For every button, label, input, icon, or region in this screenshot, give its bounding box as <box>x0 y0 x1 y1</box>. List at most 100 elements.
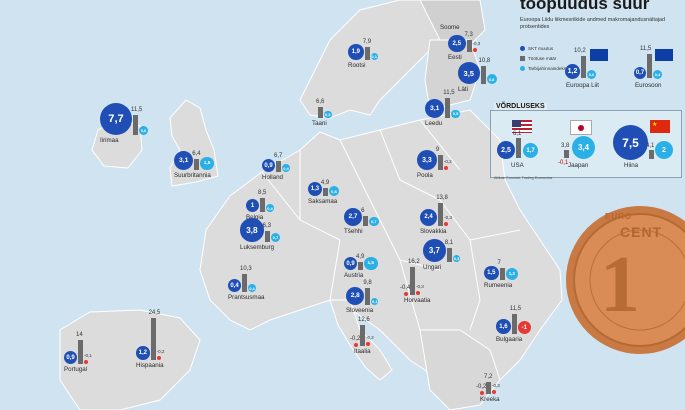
japan-label: Jaapan <box>568 162 589 169</box>
country-hispaania-unemp-value: 24,5 <box>148 310 161 317</box>
legend-unemp-label: Töötuse määr <box>528 56 557 61</box>
eurozone-label: Eurosoon <box>635 82 662 89</box>
country-rootsi-unemp-value: 7,9 <box>362 38 372 45</box>
country-bulgaaria-label: Bulgaaria <box>496 336 523 343</box>
country-suurbritannia-gdp-bubble: 3,1 <box>174 150 194 170</box>
country-portugal-cpi-dot <box>84 360 88 364</box>
country-luksemburg-unemp-value: 6,3 <box>262 223 272 230</box>
japan-unemp-bar <box>564 150 569 158</box>
country-slovakkia-cpi-value: -0,3 <box>444 215 452 220</box>
coin-value: 1 <box>600 241 640 329</box>
country-ungari-gdp-bubble: 3,7 <box>423 239 446 262</box>
country-luksemburg-gdp-bubble: 3,8 <box>240 218 264 242</box>
eurozone-unemp-value: 11,5 <box>640 46 652 52</box>
country-horvaatia-unemp-bar <box>410 267 415 295</box>
country-hispaania-label: Hispaania <box>136 362 164 369</box>
country-poola-cpi-value: -0,2 <box>443 159 452 164</box>
country-horvaatia-cpi-dot <box>416 291 420 295</box>
country-hispaania-cpi-dot <box>156 356 161 360</box>
country-bulgaaria-gdp-bubble: 1,6 <box>496 319 511 334</box>
eurozone-unemp-bar <box>647 54 652 78</box>
country-austria-unemp-bar <box>358 261 363 270</box>
usa-flag-icon <box>512 120 532 133</box>
country-t-ehhi-label: Tšehhi <box>344 228 363 235</box>
japan-cpi-bubble: 3,4 <box>572 136 595 159</box>
country-belgia-label: Belgia <box>246 214 263 221</box>
country-prantsusmaa-cpi-bubble: 0,4 <box>248 284 256 292</box>
country-horvaatia-unemp-value: 16,2 <box>408 259 420 266</box>
country-itaalia-unemp-bar <box>360 324 365 346</box>
country-horvaatia-label: Horvaatia <box>404 297 431 304</box>
source-note: Allikas: Eurostat, Trading Economics <box>494 176 553 180</box>
country-austria-gdp-bubble: 0,9 <box>344 257 357 270</box>
country-austria-cpi-bubble: 1,5 <box>364 256 378 270</box>
country-suurbritannia-unemp-value: 6,4 <box>192 151 201 158</box>
country-portugal-unemp-bar <box>78 340 83 364</box>
country-sloveenia-unemp-bar <box>365 288 371 305</box>
country-saksamaa-cpi-bubble: 0,8 <box>328 186 339 196</box>
china-flag-icon: ★ <box>650 120 670 133</box>
country-suurbritannia-cpi-bubble: 1,5 <box>200 156 214 170</box>
country-rootsi-unemp-bar <box>364 46 370 60</box>
country-sloveenia-cpi-bubble: 0,1 <box>371 298 379 305</box>
country-iirimaa-unemp-value: 11,5 <box>131 107 143 114</box>
country-leedu-label: Leedu <box>425 120 443 127</box>
country-rumeenia-unemp-bar <box>499 268 505 280</box>
country-itaalia-gdp-dot <box>354 343 358 347</box>
eu-flag-icon <box>590 49 608 61</box>
country-saksamaa-gdp-bubble: 1,3 <box>308 182 322 196</box>
legend-cpi-swatch <box>520 66 525 71</box>
country-bulgaaria-unemp-bar <box>511 314 517 334</box>
country-itaalia-cpi-dot <box>366 342 370 346</box>
country-portugal-gdp-bubble: 0,9 <box>64 351 77 364</box>
country-slovakkia-cpi-dot <box>444 222 449 226</box>
usa-cpi-bubble: 1,7 <box>523 143 538 158</box>
eurozone-cpi-bubble: 0,4 <box>653 70 662 79</box>
china-unemp-value: 4,1 <box>646 143 655 149</box>
country-iirimaa-unemp-bar <box>133 115 138 135</box>
iberia-shape <box>59 309 201 410</box>
country-soome-label: Soome <box>440 24 460 31</box>
country-slovakkia-unemp-value: 13,8 <box>436 194 448 201</box>
country-sloveenia-gdp-bubble: 2,8 <box>346 286 365 305</box>
country-sloveenia-label: Sloveenia <box>346 307 374 314</box>
country-belgia-unemp-value: 8,5 <box>258 189 267 196</box>
country-kreeka-unemp-value: 7,2 <box>484 373 493 380</box>
country-slovakkia-unemp-bar <box>438 202 444 226</box>
country-eesti-unemp-bar <box>466 39 472 52</box>
country-sloveenia-unemp-value: 9,8 <box>363 280 372 287</box>
country-borders <box>261 119 521 331</box>
japan-gdp-value: -0,1 <box>558 160 569 166</box>
country-poola-unemp-value: 9 <box>435 146 440 153</box>
scandinavia-shape <box>299 0 471 119</box>
japan-unemp-value: 3,8 <box>561 143 570 149</box>
country-iirimaa-gdp-bubble: 7,7 <box>100 103 132 135</box>
page-title: toopuudus suur <box>520 0 650 13</box>
country-rumeenia-label: Rumeenia <box>484 282 513 289</box>
coin-ring <box>589 229 685 331</box>
country-kreeka-label: Kreeka <box>480 396 500 403</box>
country-luksemburg-cpi-bubble: 0,7 <box>270 232 281 242</box>
china-unemp-bar <box>649 150 654 159</box>
country-holland-unemp-bar <box>276 160 281 172</box>
country-rumeenia-cpi-bubble: 1,3 <box>505 267 518 280</box>
page-subtitle: Euroopa Liidu liikmesriikide andmed makr… <box>520 17 666 31</box>
country-hispaania-unemp-bar <box>150 318 156 360</box>
coin-face <box>573 213 685 347</box>
country-leedu-unemp-bar <box>445 98 451 118</box>
country-t-ehhi-cpi-bubble: 0,7 <box>369 216 379 226</box>
country-horvaatia-gdp-dot <box>404 292 408 296</box>
china-cpi-bubble: 2 <box>655 141 673 159</box>
eurozone-flag-icon <box>655 49 673 61</box>
country-poola-unemp-bar <box>437 154 443 170</box>
country-slovakkia-gdp-bubble: 2,4 <box>420 208 438 226</box>
country-eesti-cpi-dot <box>472 48 477 52</box>
country-taani-unemp-value: 6,6 <box>316 98 325 105</box>
legend-item-unemployment: Töötuse määr <box>520 56 556 61</box>
eu-unemp-value: 10,2 <box>574 48 586 54</box>
country-poola-cpi-dot <box>443 166 448 170</box>
country-l-ti-unemp-bar <box>480 65 486 84</box>
country-t-ehhi-unemp-value: 6 <box>361 207 365 214</box>
country-hispaania-cpi-value: -0,2 <box>156 349 165 354</box>
eu-unemp-bar <box>581 56 586 78</box>
